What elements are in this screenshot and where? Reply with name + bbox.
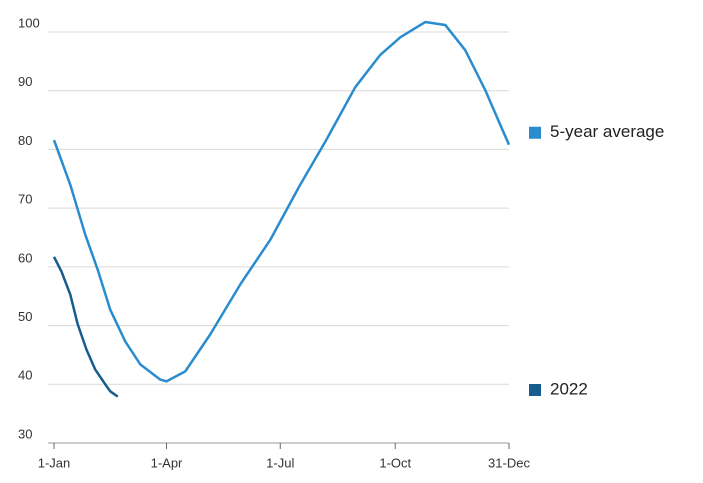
y-tick-label: 70 — [18, 192, 32, 207]
legend-label: 5-year average — [550, 122, 664, 141]
x-tick-label: 1-Oct — [379, 455, 411, 470]
x-tick-label: 1-Jan — [38, 455, 71, 470]
y-tick-label: 100 — [18, 15, 40, 30]
y-tick-label: 80 — [18, 133, 32, 148]
series-line — [52, 256, 119, 398]
series-line — [52, 20, 511, 383]
x-tick-label: 31-Dec — [488, 455, 530, 470]
x-tick-label: 1-Jul — [266, 455, 294, 470]
y-tick-label: 60 — [18, 250, 32, 265]
x-tick-label: 1-Apr — [151, 455, 183, 470]
legend-label: 2022 — [550, 379, 588, 398]
y-tick-label: 90 — [18, 74, 32, 89]
legend-swatch — [529, 126, 541, 139]
y-tick-label: 40 — [18, 368, 32, 383]
y-tick-label: 50 — [18, 309, 32, 324]
y-tick-label: 30 — [18, 426, 32, 441]
legend-swatch — [529, 384, 541, 396]
